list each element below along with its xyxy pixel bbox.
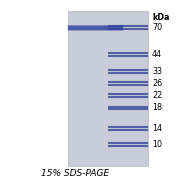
Text: 26: 26 <box>152 79 162 88</box>
Text: 33: 33 <box>152 67 162 76</box>
Text: 14: 14 <box>152 124 162 133</box>
Text: kDa: kDa <box>152 13 170 22</box>
Text: 44: 44 <box>152 50 162 59</box>
Text: 15% SDS-PAGE: 15% SDS-PAGE <box>41 169 110 178</box>
Text: 10: 10 <box>152 140 162 149</box>
Text: 18: 18 <box>152 103 162 112</box>
Text: 70: 70 <box>152 23 162 32</box>
FancyBboxPatch shape <box>68 11 148 166</box>
FancyBboxPatch shape <box>68 25 123 30</box>
Text: 22: 22 <box>152 91 162 100</box>
